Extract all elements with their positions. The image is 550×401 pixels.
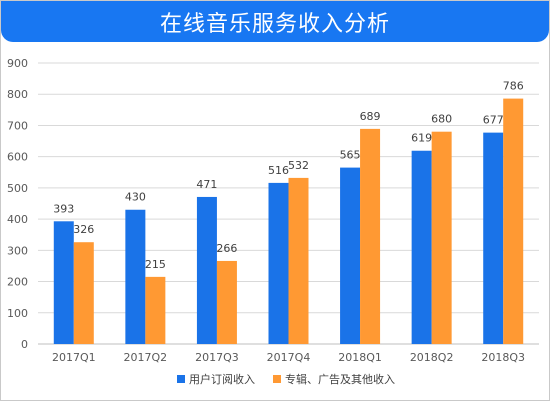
data-label-subscription-2017Q1: 393 [53,202,74,215]
legend-swatch-ads [273,375,281,383]
y-tick-label-500: 500 [7,182,28,195]
bar-ads-2017Q2 [145,276,166,344]
legend-label-ads: 专辑、广告及其他收入 [285,372,395,386]
y-tick-label-200: 200 [7,276,28,289]
bar-subscription-2017Q1 [53,221,74,344]
bar-ads-2017Q1 [73,242,94,344]
y-tick-label-300: 300 [7,244,28,257]
y-tick-label-800: 800 [7,88,28,101]
data-label-ads-2018Q2: 680 [431,113,452,126]
y-tick-label-600: 600 [7,151,28,164]
x-tick-label-2017Q3: 2017Q3 [195,351,239,364]
x-tick-label-2018Q1: 2018Q1 [338,351,382,364]
data-label-subscription-2018Q3: 677 [483,114,504,127]
x-tick-label-2017Q4: 2017Q4 [267,351,311,364]
data-label-ads-2018Q3: 786 [503,80,524,93]
bar-subscription-2017Q2 [125,209,146,344]
y-tick-label-700: 700 [7,119,28,132]
data-label-subscription-2018Q1: 565 [340,149,361,162]
y-tick-label-900: 900 [7,57,28,70]
bar-ads-2018Q3 [503,98,524,345]
legend-label-subscription: 用户订阅收入 [189,372,255,386]
x-tick-label-2018Q2: 2018Q2 [410,351,454,364]
bar-ads-2018Q2 [431,131,452,344]
bar-ads-2017Q4 [288,177,309,344]
y-tick-label-100: 100 [7,307,28,320]
data-label-subscription-2018Q2: 619 [411,132,432,145]
data-label-ads-2017Q2: 215 [145,258,166,271]
y-tick-label-0: 0 [21,338,28,351]
data-label-subscription-2017Q4: 516 [268,164,289,177]
data-label-ads-2018Q1: 689 [360,110,381,123]
x-tick-label-2018Q3: 2018Q3 [481,351,525,364]
bar-subscription-2018Q1 [340,167,361,344]
bar-ads-2018Q1 [360,128,381,344]
chart-title: 在线音乐服务收入分析 [1,1,549,42]
x-tick-label-2017Q1: 2017Q1 [52,351,96,364]
bar-subscription-2017Q4 [268,182,289,344]
bar-ads-2017Q3 [216,260,237,344]
data-label-subscription-2017Q2: 430 [125,191,146,204]
bar-subscription-2018Q2 [411,150,432,344]
bar-subscription-2018Q3 [483,132,504,344]
data-label-ads-2017Q3: 266 [216,242,237,255]
bar-subscription-2017Q3 [196,196,217,344]
data-label-subscription-2017Q3: 471 [196,178,217,191]
x-tick-label-2017Q2: 2017Q2 [124,351,168,364]
data-label-ads-2017Q4: 532 [288,159,309,172]
y-tick-label-400: 400 [7,213,28,226]
data-label-ads-2017Q1: 326 [73,223,94,236]
legend-swatch-subscription [177,375,185,383]
